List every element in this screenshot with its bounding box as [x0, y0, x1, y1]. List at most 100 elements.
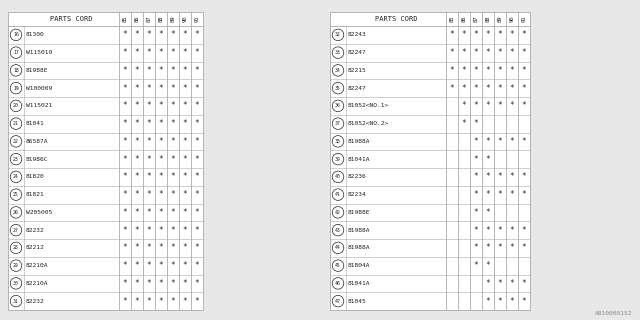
Text: *: * — [159, 137, 163, 146]
Text: *: * — [159, 66, 163, 75]
Text: *: * — [474, 172, 478, 181]
Text: 25: 25 — [13, 192, 19, 197]
Text: *: * — [134, 155, 140, 164]
Text: *: * — [509, 279, 515, 288]
Text: *: * — [159, 279, 163, 288]
Text: *: * — [182, 119, 188, 128]
Text: 38: 38 — [335, 139, 341, 144]
Text: *: * — [123, 155, 127, 164]
Text: *: * — [134, 279, 140, 288]
Text: 82232: 82232 — [26, 228, 45, 233]
Text: 86: 86 — [461, 16, 467, 22]
Text: 23: 23 — [13, 156, 19, 162]
Text: *: * — [182, 48, 188, 57]
Text: *: * — [509, 101, 515, 110]
Text: *: * — [159, 48, 163, 57]
Text: *: * — [522, 48, 526, 57]
Text: *: * — [461, 119, 467, 128]
Text: 39: 39 — [335, 156, 341, 162]
Text: W205005: W205005 — [26, 210, 52, 215]
Text: 27: 27 — [13, 228, 19, 233]
Text: *: * — [522, 30, 526, 39]
Text: *: * — [147, 66, 151, 75]
Text: 37: 37 — [335, 121, 341, 126]
Text: *: * — [509, 172, 515, 181]
Text: *: * — [195, 30, 199, 39]
Text: *: * — [182, 137, 188, 146]
Text: *: * — [461, 66, 467, 75]
Text: 45: 45 — [335, 263, 341, 268]
Text: 82215: 82215 — [348, 68, 367, 73]
Text: *: * — [522, 137, 526, 146]
Text: *: * — [486, 172, 490, 181]
Text: 81804A: 81804A — [348, 263, 371, 268]
Text: PARTS CORD: PARTS CORD — [375, 16, 417, 22]
Text: 81300: 81300 — [26, 32, 45, 37]
Text: 85: 85 — [122, 16, 127, 22]
Text: *: * — [498, 279, 502, 288]
Text: *: * — [182, 101, 188, 110]
Text: 81988A: 81988A — [348, 228, 371, 233]
Text: *: * — [134, 244, 140, 252]
Text: 46: 46 — [335, 281, 341, 286]
Text: 36: 36 — [335, 103, 341, 108]
Text: *: * — [123, 244, 127, 252]
Text: *: * — [182, 30, 188, 39]
Text: *: * — [134, 137, 140, 146]
Text: *: * — [450, 48, 454, 57]
Text: *: * — [486, 101, 490, 110]
Text: *: * — [474, 84, 478, 92]
Text: *: * — [486, 261, 490, 270]
Text: *: * — [147, 208, 151, 217]
Text: *: * — [522, 190, 526, 199]
Text: *: * — [123, 279, 127, 288]
Text: W115019: W115019 — [26, 50, 52, 55]
Text: *: * — [195, 297, 199, 306]
Text: W115021: W115021 — [26, 103, 52, 108]
Text: *: * — [195, 208, 199, 217]
Text: *: * — [147, 48, 151, 57]
Text: *: * — [134, 172, 140, 181]
Text: 90: 90 — [509, 16, 515, 22]
Text: *: * — [147, 137, 151, 146]
Text: 21: 21 — [13, 121, 19, 126]
Text: *: * — [182, 208, 188, 217]
Text: *: * — [159, 297, 163, 306]
Text: 82210A: 82210A — [26, 263, 49, 268]
Text: *: * — [474, 261, 478, 270]
Text: *: * — [522, 66, 526, 75]
Text: *: * — [486, 66, 490, 75]
Text: *: * — [522, 101, 526, 110]
Text: *: * — [123, 190, 127, 199]
Text: *: * — [450, 84, 454, 92]
Text: *: * — [159, 208, 163, 217]
Text: 43: 43 — [335, 228, 341, 233]
Text: *: * — [159, 261, 163, 270]
Text: *: * — [509, 66, 515, 75]
Text: 85: 85 — [449, 16, 454, 22]
Text: *: * — [182, 155, 188, 164]
Bar — [8, 12, 203, 310]
Text: 87: 87 — [474, 16, 479, 22]
Text: 91: 91 — [195, 16, 200, 22]
Text: *: * — [147, 261, 151, 270]
Text: 82247: 82247 — [348, 86, 367, 91]
Text: 89: 89 — [497, 16, 502, 22]
Text: *: * — [147, 30, 151, 39]
Text: 81820: 81820 — [26, 174, 45, 180]
Text: *: * — [123, 226, 127, 235]
Text: *: * — [450, 30, 454, 39]
Text: *: * — [123, 119, 127, 128]
Text: *: * — [461, 30, 467, 39]
Text: W100009: W100009 — [26, 86, 52, 91]
Text: *: * — [195, 190, 199, 199]
Text: *: * — [171, 244, 175, 252]
Text: *: * — [123, 208, 127, 217]
Text: 81988E: 81988E — [348, 210, 371, 215]
Text: *: * — [134, 66, 140, 75]
Text: 17: 17 — [13, 50, 19, 55]
Text: *: * — [123, 48, 127, 57]
Text: 22: 22 — [13, 139, 19, 144]
Text: 16: 16 — [13, 32, 19, 37]
Text: *: * — [182, 279, 188, 288]
